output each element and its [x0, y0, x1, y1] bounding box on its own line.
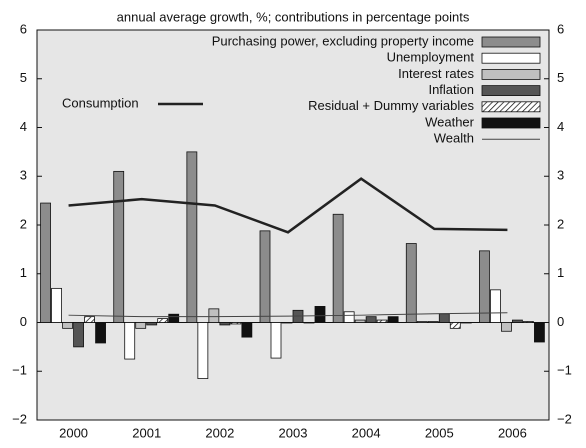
legend-swatch — [481, 36, 541, 48]
y-tick-label: −2 — [12, 411, 27, 426]
legend-label: Purchasing power, excluding property inc… — [212, 33, 474, 48]
bar — [146, 322, 158, 326]
legend-label: Weather — [425, 114, 475, 129]
bar — [534, 322, 545, 343]
bar — [501, 322, 512, 332]
bar — [208, 308, 220, 323]
legend-label: Residual + Dummy variables — [308, 98, 474, 113]
bar — [460, 322, 472, 324]
line — [68, 312, 508, 318]
x-tick-label: 2000 — [59, 425, 88, 440]
legend-swatch — [481, 117, 541, 129]
bar — [135, 322, 147, 329]
y-tick-label: 5 — [20, 70, 27, 85]
bar — [343, 311, 355, 323]
bar — [270, 322, 282, 359]
bar — [314, 306, 326, 323]
bar — [95, 322, 106, 344]
bar — [168, 313, 180, 323]
bar — [354, 319, 366, 323]
x-tick-label: 2002 — [205, 425, 234, 440]
bar — [387, 316, 399, 323]
bar — [124, 322, 136, 360]
x-tick-label: 2003 — [279, 425, 308, 440]
y2-tick-label: 4 — [557, 119, 564, 134]
legend-label: Consumption — [62, 95, 139, 110]
legend-label: Wealth — [434, 131, 474, 146]
x-tick-label: 2006 — [498, 425, 527, 440]
bar — [376, 319, 388, 323]
bar — [416, 321, 428, 323]
chart-title: annual average growth, %; contributions … — [117, 9, 470, 24]
bar — [281, 322, 293, 324]
legend-label: Interest rates — [398, 66, 474, 81]
bar — [157, 318, 169, 323]
x-tick-label: 2005 — [425, 425, 454, 440]
bar — [241, 322, 253, 338]
bar — [490, 289, 501, 323]
y2-tick-label: −2 — [557, 411, 572, 426]
bar — [427, 321, 439, 323]
bar — [40, 202, 51, 323]
bar — [332, 213, 344, 323]
legend-swatch — [481, 69, 541, 80]
legend-swatch — [481, 85, 541, 96]
x-tick-label: 2001 — [132, 425, 161, 440]
bar — [230, 322, 242, 325]
legend-label: Inflation — [428, 82, 474, 97]
y2-tick-label: 2 — [557, 216, 564, 231]
y-tick-label: 4 — [20, 119, 27, 134]
bar — [449, 322, 461, 329]
y2-tick-label: 6 — [557, 21, 564, 36]
bar — [84, 316, 95, 323]
bar — [259, 230, 271, 323]
y-tick-label: 0 — [20, 314, 27, 329]
bar — [438, 313, 450, 323]
bar — [219, 322, 231, 326]
bar — [51, 287, 62, 323]
y2-tick-label: 3 — [557, 168, 564, 183]
bar — [73, 322, 84, 348]
bar — [479, 250, 490, 323]
y2-tick-label: 1 — [557, 265, 564, 280]
line — [68, 177, 508, 234]
bar — [303, 322, 315, 324]
y-tick-label: −1 — [12, 363, 27, 378]
bar — [113, 170, 125, 323]
legend-swatch — [481, 52, 541, 64]
y2-tick-label: 5 — [557, 70, 564, 85]
y2-tick-label: 0 — [557, 314, 564, 329]
y-tick-label: 3 — [20, 168, 27, 183]
y-tick-label: 6 — [20, 21, 27, 36]
y2-tick-label: −1 — [557, 363, 572, 378]
bar — [186, 151, 198, 323]
x-tick-label: 2004 — [352, 425, 381, 440]
bar — [405, 243, 417, 323]
bar — [512, 319, 523, 323]
legend-label: Unemployment — [387, 50, 475, 65]
bar — [365, 316, 377, 323]
y-tick-label: 2 — [20, 216, 27, 231]
bar — [523, 321, 534, 323]
y-tick-label: 1 — [20, 265, 27, 280]
bar — [197, 322, 209, 379]
bar — [62, 322, 73, 329]
legend-swatch — [481, 101, 541, 113]
